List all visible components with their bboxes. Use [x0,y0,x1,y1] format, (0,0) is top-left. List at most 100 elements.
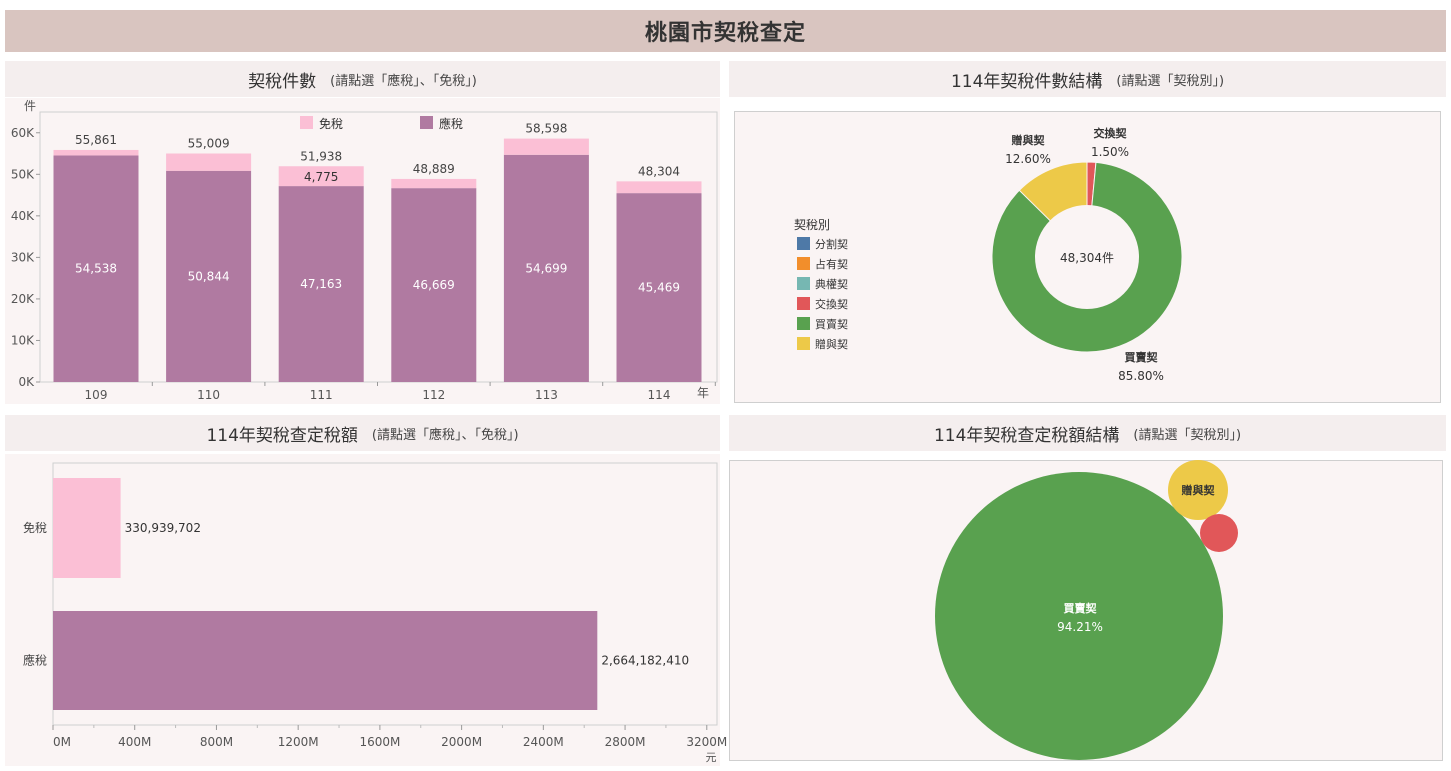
panel1-title-bar: 契稅件數 (請點選「應稅」、「免稅」) [5,61,720,97]
donut-legend-swatch[interactable] [797,297,810,310]
count-y-tick-label: 10K [11,333,35,347]
count-plot-frame [39,111,718,383]
tax-y-category-label[interactable]: 應稅 [23,653,47,668]
tax-x-tick-label: 0M [53,735,71,749]
bar-taxable-110[interactable] [166,170,252,382]
tax-bar-免稅[interactable] [53,478,121,578]
donut-legend-label[interactable]: 分割契 [815,237,848,251]
count-x-tick-label: 114 [648,388,671,402]
count-y-axis-label: 件 [24,99,36,113]
bubble-sale[interactable] [935,472,1223,760]
panel2-title: 114年契稅件數結構 [950,71,1103,92]
panel4-hint: (請點選「契稅別」) [1133,427,1242,443]
panel2-hint: (請點選「契稅別」) [1116,73,1225,89]
bar-exempt-110[interactable] [166,153,252,171]
legend-taxable-swatch[interactable] [420,116,433,129]
bar-taxable-label: 54,699 [525,261,567,275]
panel3-title: 114年契稅查定稅額 [206,425,358,446]
donut-legend-swatch[interactable] [797,337,810,350]
donut-legend-label[interactable]: 交換契 [815,297,848,311]
page-banner: 桃園市契稅查定 [5,10,1446,52]
panel3-title-bar: 114年契稅查定稅額 (請點選「應稅」、「免稅」) [5,415,720,451]
legend-exempt-swatch[interactable] [300,116,313,129]
bar-taxable-label: 45,469 [638,281,680,295]
legend-exempt-label[interactable]: 免稅 [319,116,343,131]
bar-exempt-113[interactable] [503,138,589,155]
bar-total-label: 48,304 [638,164,680,178]
tax-x-tick-label: 1600M [359,735,400,749]
count-x-tick-label: 113 [535,388,558,402]
count-x-tick-label: 110 [197,388,220,402]
panel3-hint: (請點選「應稅」、「免稅」) [371,427,519,443]
bar-total-label: 55,009 [188,137,230,151]
count-x-tick-label: 111 [310,388,333,402]
panel4-title-bar: 114年契稅查定稅額結構 (請點選「契稅別」) [729,415,1446,451]
panel1-hint: (請點選「應稅」、「免稅」) [330,73,477,89]
donut-legend-swatch[interactable] [797,237,810,250]
tax-amount-bar-chart: 330,939,702 免稅 2,664,182,410 應稅 0M 400M 800M 1… [23,462,727,764]
count-y-tick-label: 30K [11,250,35,264]
count-y-tick-label: 50K [11,167,35,181]
bar-total-label: 58,598 [525,122,567,136]
panel2-title-bar: 114年契稅件數結構 (請點選「契稅別」) [729,61,1446,97]
count-x-tick-label: 109 [85,388,108,402]
donut-legend-label[interactable]: 買賣契 [815,317,848,331]
panel4-title: 114年契稅查定稅額結構 [933,425,1120,446]
donut-label-gift-name: 贈與契 [1012,133,1046,147]
count-y-tick-label: 40K [11,209,35,223]
donut-hole [1035,205,1139,309]
tax-x-axis-label: 元 [706,751,717,764]
bar-taxable-label: 46,669 [413,278,455,292]
donut-legend-label[interactable]: 典權契 [815,277,848,291]
tax-x-tick-label: 400M [118,735,151,749]
donut-legend-swatch[interactable] [797,277,810,290]
tax-x-tick-label: 800M [200,735,233,749]
bar-exempt-112[interactable] [391,178,477,189]
tax-y-category-label[interactable]: 免稅 [23,520,47,535]
donut-label-sale-pct: 85.80% [1118,369,1164,383]
bar-taxable-label: 54,538 [75,262,117,276]
tax-bar-value-label: 330,939,702 [125,521,201,535]
tax-x-tick-label: 3200M [686,735,727,749]
donut-legend-swatch[interactable] [797,317,810,330]
tax-x-tick-label: 1200M [278,735,319,749]
bar-taxable-114[interactable] [616,193,702,382]
bar-taxable-label: 47,163 [300,277,342,291]
page-title: 桃園市契稅查定 [644,21,806,46]
bar-exempt-label: 4,775 [304,170,338,184]
bar-taxable-112[interactable] [391,188,477,382]
donut-label-exchange-pct: 1.50% [1091,145,1129,159]
donut-legend-swatch[interactable] [797,257,810,270]
donut-legend-label[interactable]: 占有契 [815,257,848,271]
donut-center-label: 48,304件 [1060,251,1114,265]
tax-x-tick-label: 2400M [523,735,564,749]
bar-exempt-111[interactable] [278,166,364,187]
donut-legend-label[interactable]: 贈與契 [815,337,848,351]
count-x-axis-label: 年 [697,386,709,400]
bar-taxable-113[interactable] [503,154,589,382]
bar-taxable-label: 50,844 [188,269,230,283]
panel1-title: 契稅件數 [248,71,317,92]
donut-label-sale-name: 買賣契 [1125,350,1159,364]
bar-taxable-109[interactable] [53,155,139,382]
bubble-gift-name: 贈與契 [1182,483,1216,497]
bubble-gift[interactable] [1168,460,1228,520]
legend-taxable-label[interactable]: 應稅 [439,116,463,131]
bar-exempt-109[interactable] [53,149,139,156]
bar-total-label: 48,889 [413,162,455,176]
tax-structure-bubble-chart: 買賣契 94.21% 贈與契 [935,460,1238,760]
tax-bar-應稅[interactable] [53,611,598,710]
tax-x-tick-label: 2800M [605,735,646,749]
bar-exempt-114[interactable] [616,181,702,194]
bar-taxable-111[interactable] [278,186,364,382]
bar-total-label: 55,861 [75,133,117,147]
donut-legend-title: 契稅別 [794,218,830,232]
donut-label-exchange-name: 交換契 [1094,126,1128,140]
count-y-tick-label: 0K [18,375,35,389]
bubble-sale-pct: 94.21% [1057,620,1103,634]
bubble-exchange[interactable] [1200,514,1238,552]
bar-total-label: 51,938 [300,149,342,163]
count-bar-chart: 0K 10K 20K 30K 40K 50K 60K 件 年 免稅 應稅 54,538 55,… [11,99,718,402]
